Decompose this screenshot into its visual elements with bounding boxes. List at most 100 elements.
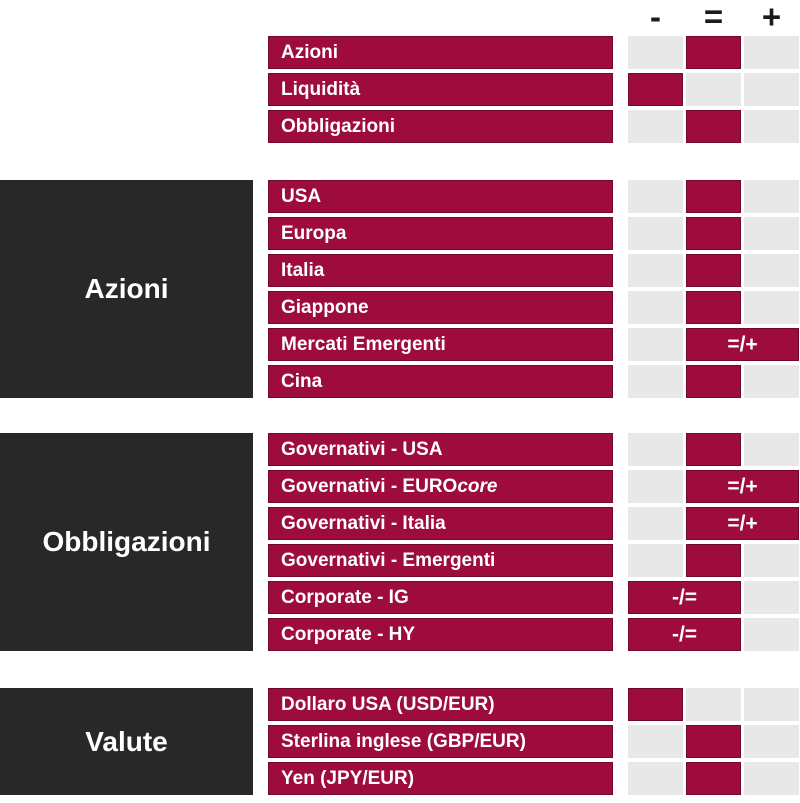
signal-cell <box>686 725 741 758</box>
cell-plus <box>744 110 799 143</box>
row-label-text: Giappone <box>281 296 369 318</box>
row-label-usa: USA <box>268 180 613 213</box>
row-label-text: Corporate - IG <box>281 586 409 608</box>
cell-plus <box>744 36 799 69</box>
cell-plus <box>744 581 799 614</box>
signal-cell <box>686 254 741 287</box>
signal-cell: =/+ <box>686 328 799 361</box>
row-label-europa: Europa <box>268 217 613 250</box>
cell-plus <box>744 618 799 651</box>
cell-plus <box>744 254 799 287</box>
row-label-corporate-ig: Corporate - IG <box>268 581 613 614</box>
signal-cell: -/= <box>628 618 741 651</box>
cell-minus <box>628 110 683 143</box>
row-label-text: USA <box>281 185 322 207</box>
signal-cells <box>628 73 799 106</box>
cell-plus <box>744 762 799 795</box>
row-label-dollaro-usa: Dollaro USA (USD/EUR) <box>268 688 613 721</box>
cell-minus <box>628 544 683 577</box>
group-label-box-azioni: Azioni <box>0 180 253 398</box>
row-label-governativi-usa: Governativi - USA <box>268 433 613 466</box>
signal-cell <box>686 36 741 69</box>
signal-cells <box>628 725 799 758</box>
signal-cells <box>628 433 799 466</box>
cell-minus <box>628 217 683 250</box>
signal-cells <box>628 36 799 69</box>
signal-cell: -/= <box>628 581 741 614</box>
signal-cells <box>628 254 799 287</box>
row-label-italic-text: core <box>457 475 498 497</box>
signal-cells: =/+ <box>628 328 799 361</box>
row-label-cina: Cina <box>268 365 613 398</box>
signal-cell <box>686 180 741 213</box>
row-label-text: Governativi - Emergenti <box>281 549 496 571</box>
signal-cells <box>628 688 799 721</box>
row-label-yen: Yen (JPY/EUR) <box>268 762 613 795</box>
signal-cell <box>628 73 683 106</box>
header-equal-symbol: = <box>703 0 724 35</box>
cell-plus <box>744 217 799 250</box>
group-label-box-obbligazioni: Obbligazioni <box>0 433 253 651</box>
row-label-text: Governativi - USA <box>281 438 443 460</box>
row-label-text: Obbligazioni <box>281 115 395 137</box>
signal-cells <box>628 291 799 324</box>
row-label-sterlina-inglese: Sterlina inglese (GBP/EUR) <box>268 725 613 758</box>
cell-minus <box>628 254 683 287</box>
row-label-text: Governativi - Italia <box>281 512 446 534</box>
cell-equal <box>686 73 741 106</box>
header-plus-symbol: + <box>761 0 782 35</box>
row-label-text: Mercati Emergenti <box>281 333 446 355</box>
row-label-governativi-emergenti: Governativi - Emergenti <box>268 544 613 577</box>
row-label-text: Cina <box>281 370 323 392</box>
signal-cell <box>686 544 741 577</box>
signal-cell <box>686 433 741 466</box>
row-label-text: Europa <box>281 222 347 244</box>
cell-minus <box>628 725 683 758</box>
signal-cell <box>686 217 741 250</box>
row-label-governativi-euro-core: Governativi - EURO core <box>268 470 613 503</box>
cell-plus <box>744 544 799 577</box>
cell-minus <box>628 328 683 361</box>
row-label-corporate-hy: Corporate - HY <box>268 618 613 651</box>
cell-minus <box>628 433 683 466</box>
row-label-text: Azioni <box>281 41 338 63</box>
row-label-italia: Italia <box>268 254 613 287</box>
row-label-text: Corporate - HY <box>281 623 416 645</box>
row-label-giappone: Giappone <box>268 291 613 324</box>
row-label-azioni: Azioni <box>268 36 613 69</box>
cell-plus <box>744 291 799 324</box>
signal-cells <box>628 544 799 577</box>
signal-cell <box>628 688 683 721</box>
signal-cell <box>686 365 741 398</box>
row-label-text: Governativi - EURO <box>281 475 458 497</box>
group-macro: Azioni Liquidità Obbligazioni <box>0 36 800 143</box>
group-obbligazioni: Obbligazioni Governativi - USA Governati… <box>0 433 800 651</box>
row-label-liquidita: Liquidità <box>268 73 613 106</box>
cell-minus <box>628 36 683 69</box>
header-minus-symbol: - <box>650 0 661 35</box>
cell-plus <box>744 365 799 398</box>
signal-cells <box>628 110 799 143</box>
signal-cells <box>628 762 799 795</box>
signal-cells: =/+ <box>628 507 799 540</box>
cell-minus <box>628 762 683 795</box>
row-label-text: Liquidità <box>281 78 361 100</box>
row-label-text: Dollaro USA (USD/EUR) <box>281 693 495 715</box>
signal-cells <box>628 365 799 398</box>
group-valute: Valute Dollaro USA (USD/EUR) Sterlina in… <box>0 688 800 795</box>
signal-header-row: - = + <box>0 0 800 34</box>
signal-header-cells: - = + <box>628 0 799 34</box>
row-label-governativi-italia: Governativi - Italia <box>268 507 613 540</box>
cell-minus <box>628 365 683 398</box>
cell-minus <box>628 291 683 324</box>
cell-plus <box>744 73 799 106</box>
row-label-text: Yen (JPY/EUR) <box>281 767 415 789</box>
signal-cell <box>686 291 741 324</box>
cell-plus <box>744 688 799 721</box>
cell-plus <box>744 433 799 466</box>
signal-cells <box>628 217 799 250</box>
signal-cells: =/+ <box>628 470 799 503</box>
signal-cells: -/= <box>628 618 799 651</box>
cell-equal <box>686 688 741 721</box>
